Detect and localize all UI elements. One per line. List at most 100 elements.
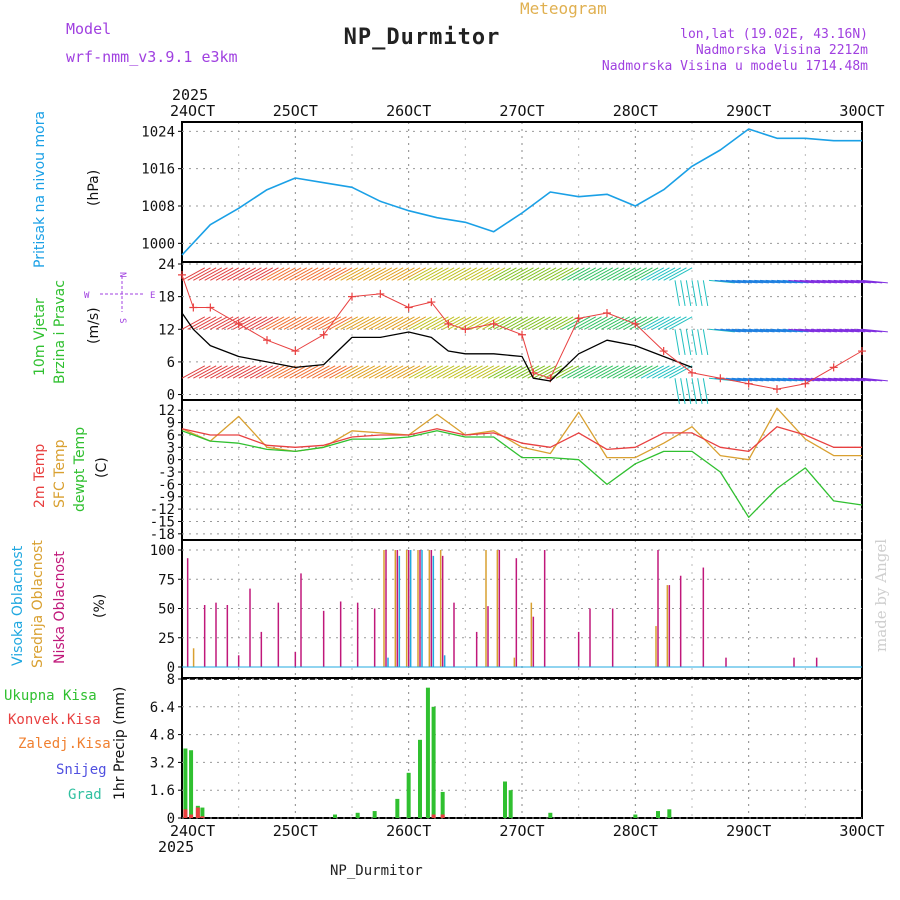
total-precip-bar xyxy=(633,814,638,818)
wind-barb xyxy=(663,365,687,379)
wind-barb xyxy=(737,377,764,382)
dewpt-label: dewpt Temp xyxy=(72,427,88,512)
wind-barb xyxy=(640,267,665,281)
hail-label: Grad xyxy=(68,787,102,803)
wind-barb xyxy=(414,316,438,330)
wind-barb xyxy=(414,267,438,281)
pressure-side-label: Pritisak na nivou mora (hPa) xyxy=(32,111,102,268)
wind-barb xyxy=(402,316,427,330)
wind-barb xyxy=(742,328,769,333)
wind-barb xyxy=(374,365,398,379)
wind-barb xyxy=(385,267,410,281)
wind-barb xyxy=(731,377,758,382)
wind-barb xyxy=(516,267,540,281)
temperature-ytick-label: -15 xyxy=(150,514,175,530)
wind-barb xyxy=(340,267,364,281)
total-precip-bar xyxy=(431,706,436,818)
wind-barb xyxy=(618,365,642,379)
wind-barb xyxy=(419,267,444,281)
wind-barb xyxy=(448,267,472,281)
compass-west: W xyxy=(84,291,90,301)
wind-barb xyxy=(521,267,546,281)
wind-ytick-label: 24 xyxy=(158,257,175,273)
temperature-ytick-label: -12 xyxy=(150,502,175,518)
pressure-ytick-label: 1000 xyxy=(141,236,175,252)
total-precip-bar xyxy=(406,772,411,818)
wind-barb xyxy=(408,267,432,281)
wind-barb xyxy=(799,279,826,284)
wind-barb xyxy=(283,365,308,379)
wind-barb xyxy=(493,316,517,330)
wind-barb xyxy=(210,267,234,281)
wind-ytick-label: 18 xyxy=(158,290,175,306)
wind-barb xyxy=(776,377,803,382)
wind-barb xyxy=(482,267,506,281)
wind-barb xyxy=(691,329,697,355)
wind-barb xyxy=(380,365,404,379)
wind-barb xyxy=(442,365,466,379)
wind-barb xyxy=(771,279,798,284)
wind-barb xyxy=(669,316,693,330)
wind-barb xyxy=(720,279,747,284)
precip-unit: 1hr Precip (mm) xyxy=(112,687,128,800)
precip-ytick-label: 3.2 xyxy=(150,755,175,771)
wind-barb xyxy=(465,316,489,330)
wind-barb xyxy=(385,365,410,379)
wind-barb xyxy=(748,279,775,284)
wind-barb xyxy=(776,279,803,284)
wind-compass: N S W E xyxy=(84,272,155,323)
wind-barb xyxy=(572,316,597,330)
wind-barb xyxy=(589,267,614,281)
wind-barb xyxy=(198,316,223,330)
wind-barb xyxy=(685,280,692,307)
wind-barb xyxy=(408,365,432,379)
wind-barb xyxy=(397,267,421,281)
wind-barb xyxy=(459,365,483,379)
wind-barb xyxy=(850,279,877,284)
page-title: NP_Durmitor xyxy=(344,25,501,50)
cloud-ytick-label: 50 xyxy=(158,602,175,618)
wind-barb xyxy=(595,316,619,330)
wind-barb xyxy=(601,365,625,379)
wind-barb xyxy=(646,365,670,379)
wind-barb xyxy=(572,365,597,379)
wind-side-label: 10m Vjetar Brzina i Pravac (m/s) N S W E xyxy=(32,272,155,384)
wind-barb xyxy=(805,377,832,382)
wind-barb xyxy=(623,267,648,281)
total-precip-bar xyxy=(395,798,400,818)
wind-barb xyxy=(793,328,820,333)
wind-barb xyxy=(317,365,342,379)
wind-barb xyxy=(368,365,393,379)
wind-barb xyxy=(674,378,680,404)
wind-barb xyxy=(431,267,455,281)
wind-barb xyxy=(323,365,347,379)
wind-mean-line xyxy=(181,312,693,382)
wind-barb xyxy=(657,316,682,330)
wind-barb xyxy=(816,279,843,284)
wind-barb xyxy=(788,377,815,382)
wind-barb xyxy=(181,267,206,281)
wind-barb xyxy=(618,316,642,330)
wind-barb xyxy=(578,267,602,281)
wind-barb xyxy=(249,267,274,281)
conv-precip-label: Konvek.Kisa xyxy=(8,712,101,728)
wind-barb xyxy=(306,365,330,379)
wind-barb xyxy=(856,377,883,382)
wind-barb xyxy=(255,267,279,281)
wind-ytick-label: 0 xyxy=(167,388,175,404)
total-precip-bar xyxy=(183,748,188,818)
wind-barb xyxy=(499,267,523,281)
wind-barb xyxy=(465,365,489,379)
wind-barb xyxy=(181,316,206,330)
wind-barb xyxy=(827,328,854,333)
temp-side-label: 2m Temp SFC Temp dewpt Temp (C) xyxy=(32,427,110,512)
wind-ytick-label: 12 xyxy=(158,322,175,338)
wind-barb xyxy=(725,328,752,333)
wind-barb xyxy=(482,365,506,379)
wind-barb xyxy=(255,316,279,330)
cloud-side-label: Visoka Oblacnost Srednja Oblacnost Niska… xyxy=(10,540,108,668)
wind-barb xyxy=(198,267,223,281)
wind-barb xyxy=(289,365,313,379)
wind-barb xyxy=(357,316,381,330)
wind-barb xyxy=(635,365,659,379)
